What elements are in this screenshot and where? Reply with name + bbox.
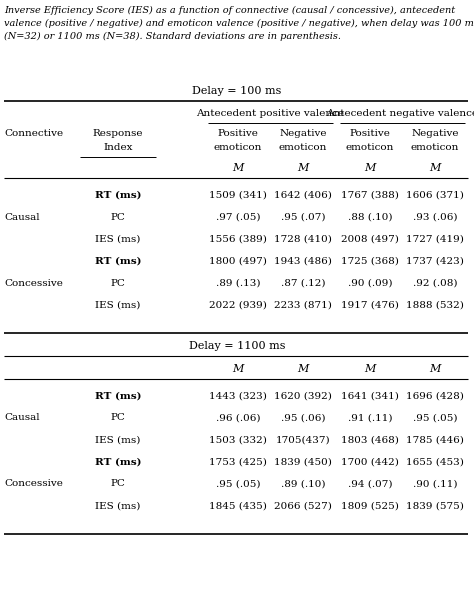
Text: Delay = 100 ms: Delay = 100 ms [192, 86, 282, 96]
Text: 1641 (341): 1641 (341) [341, 392, 399, 401]
Text: M: M [365, 163, 376, 173]
Text: IES (ms): IES (ms) [95, 300, 141, 309]
Text: .95 (.06): .95 (.06) [281, 414, 325, 423]
Text: PC: PC [110, 278, 126, 287]
Text: 1725 (368): 1725 (368) [341, 256, 399, 265]
Text: Negative: Negative [279, 129, 327, 138]
Text: 1809 (525): 1809 (525) [341, 501, 399, 511]
Text: 1943 (486): 1943 (486) [274, 256, 332, 265]
Text: 1642 (406): 1642 (406) [274, 191, 332, 200]
Text: 1917 (476): 1917 (476) [341, 300, 399, 309]
Text: M: M [429, 163, 441, 173]
Text: .91 (.11): .91 (.11) [348, 414, 392, 423]
Text: .89 (.13): .89 (.13) [216, 278, 260, 287]
Text: .90 (.09): .90 (.09) [348, 278, 392, 287]
Text: RT (ms): RT (ms) [95, 191, 141, 200]
Text: 1696 (428): 1696 (428) [406, 392, 464, 401]
Text: 1800 (497): 1800 (497) [209, 256, 267, 265]
Text: 1839 (450): 1839 (450) [274, 458, 332, 467]
Text: Positive: Positive [218, 129, 258, 138]
Text: 2022 (939): 2022 (939) [209, 300, 267, 309]
Text: 1845 (435): 1845 (435) [209, 501, 267, 511]
Text: M: M [232, 364, 244, 374]
Text: RT (ms): RT (ms) [95, 458, 141, 467]
Text: PC: PC [110, 213, 126, 222]
Text: 1785 (446): 1785 (446) [406, 436, 464, 445]
Text: .95 (.07): .95 (.07) [281, 213, 325, 222]
Text: 1767 (388): 1767 (388) [341, 191, 399, 200]
Text: 1737 (423): 1737 (423) [406, 256, 464, 265]
Text: emoticon: emoticon [279, 144, 327, 153]
Text: 1888 (532): 1888 (532) [406, 300, 464, 309]
Text: 1728 (410): 1728 (410) [274, 234, 332, 244]
Text: .88 (.10): .88 (.10) [348, 213, 392, 222]
Text: Concessive: Concessive [4, 480, 63, 489]
Text: 1753 (425): 1753 (425) [209, 458, 267, 467]
Text: PC: PC [110, 480, 126, 489]
Text: 1839 (575): 1839 (575) [406, 501, 464, 511]
Text: Negative: Negative [411, 129, 459, 138]
Text: .89 (.10): .89 (.10) [281, 480, 325, 489]
Text: RT (ms): RT (ms) [95, 392, 141, 401]
Text: (N=32) or 1100 ms (N=38). Standard deviations are in parenthesis.: (N=32) or 1100 ms (N=38). Standard devia… [4, 32, 341, 41]
Text: Index: Index [103, 144, 133, 153]
Text: 1803 (468): 1803 (468) [341, 436, 399, 445]
Text: M: M [297, 364, 309, 374]
Text: 2066 (527): 2066 (527) [274, 501, 332, 511]
Text: 1503 (332): 1503 (332) [209, 436, 267, 445]
Text: 2008 (497): 2008 (497) [341, 234, 399, 244]
Text: .94 (.07): .94 (.07) [348, 480, 392, 489]
Text: Causal: Causal [4, 213, 40, 222]
Text: .87 (.12): .87 (.12) [281, 278, 325, 287]
Text: .95 (.05): .95 (.05) [216, 480, 260, 489]
Text: emoticon: emoticon [346, 144, 394, 153]
Text: M: M [232, 163, 244, 173]
Text: IES (ms): IES (ms) [95, 501, 141, 511]
Text: 1620 (392): 1620 (392) [274, 392, 332, 401]
Text: 2233 (871): 2233 (871) [274, 300, 332, 309]
Text: Inverse Efficiency Score (IES) as a function of connective (causal / concessive): Inverse Efficiency Score (IES) as a func… [4, 6, 455, 15]
Text: Antecedent positive valence: Antecedent positive valence [197, 110, 345, 119]
Text: .97 (.05): .97 (.05) [216, 213, 260, 222]
Text: 1705(437): 1705(437) [276, 436, 330, 445]
Text: 1556 (389): 1556 (389) [209, 234, 267, 244]
Text: M: M [297, 163, 309, 173]
Text: Delay = 1100 ms: Delay = 1100 ms [189, 341, 285, 351]
Text: Response: Response [93, 129, 143, 138]
Text: .92 (.08): .92 (.08) [413, 278, 457, 287]
Text: Antecedent negative valence: Antecedent negative valence [327, 110, 474, 119]
Text: .93 (.06): .93 (.06) [413, 213, 457, 222]
Text: M: M [365, 364, 376, 374]
Text: .95 (.05): .95 (.05) [413, 414, 457, 423]
Text: 1655 (453): 1655 (453) [406, 458, 464, 467]
Text: IES (ms): IES (ms) [95, 436, 141, 445]
Text: Causal: Causal [4, 414, 40, 423]
Text: RT (ms): RT (ms) [95, 256, 141, 265]
Text: IES (ms): IES (ms) [95, 234, 141, 244]
Text: 1509 (341): 1509 (341) [209, 191, 267, 200]
Text: M: M [429, 364, 441, 374]
Text: .90 (.11): .90 (.11) [413, 480, 457, 489]
Text: Connective: Connective [4, 129, 63, 138]
Text: valence (positive / negative) and emoticon valence (positive / negative), when d: valence (positive / negative) and emotic… [4, 19, 474, 28]
Text: Concessive: Concessive [4, 278, 63, 287]
Text: .96 (.06): .96 (.06) [216, 414, 260, 423]
Text: emoticon: emoticon [214, 144, 262, 153]
Text: 1443 (323): 1443 (323) [209, 392, 267, 401]
Text: 1606 (371): 1606 (371) [406, 191, 464, 200]
Text: emoticon: emoticon [411, 144, 459, 153]
Text: PC: PC [110, 414, 126, 423]
Text: Positive: Positive [349, 129, 391, 138]
Text: 1700 (442): 1700 (442) [341, 458, 399, 467]
Text: 1727 (419): 1727 (419) [406, 234, 464, 244]
